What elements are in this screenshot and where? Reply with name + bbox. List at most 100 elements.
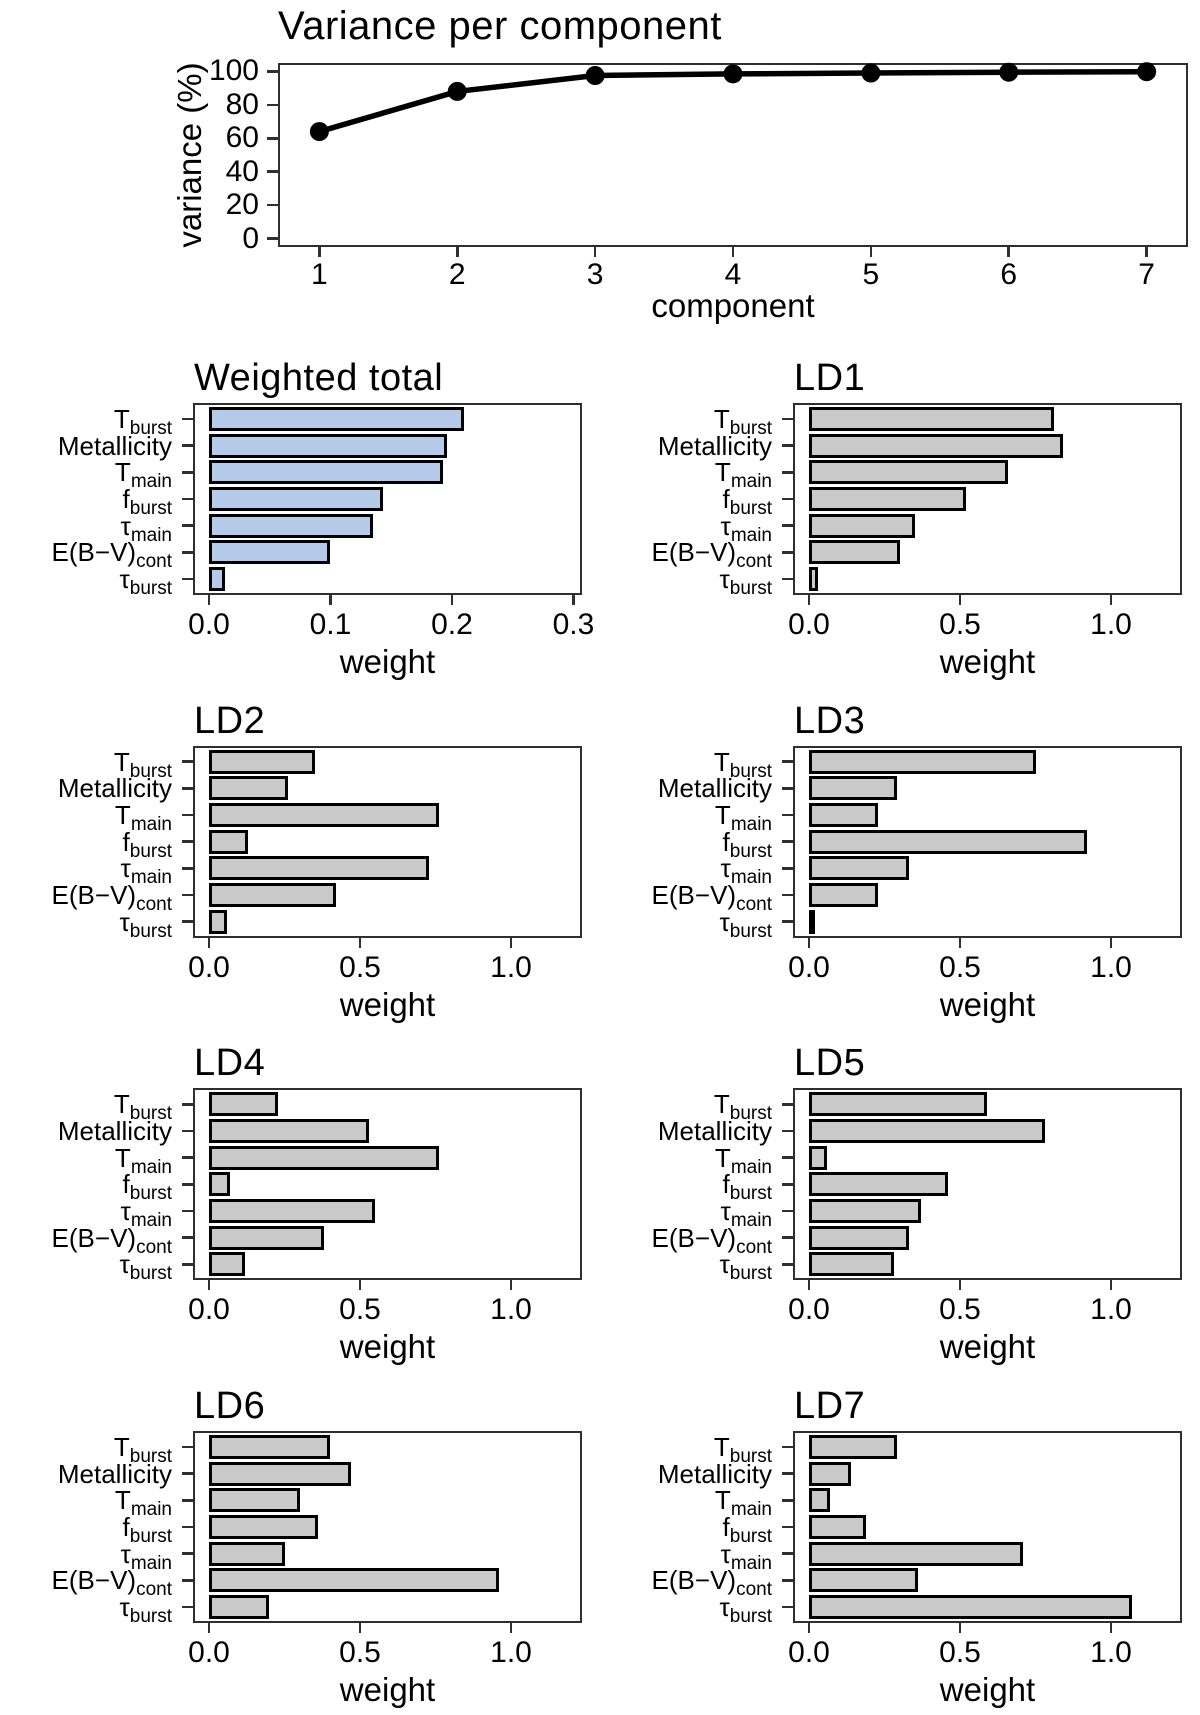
category-tick-mark (782, 1103, 793, 1106)
category-tick-mark (782, 497, 793, 501)
category-tick-mark (182, 1103, 193, 1106)
category-tick-mark (182, 893, 193, 897)
category-tick-mark (182, 1209, 193, 1213)
x-tick-mark (207, 595, 211, 605)
category-label: Tmain (0, 456, 172, 492)
x-tick-mark (593, 247, 597, 257)
category-label-main: T (114, 457, 131, 488)
category-tick-mark (182, 1236, 193, 1239)
category-label-main: f (122, 484, 130, 514)
category-label: τburst (0, 1591, 172, 1627)
category-label-subscript: burst (129, 840, 172, 862)
category-label-main: T (714, 457, 731, 488)
category-tick-mark (182, 920, 193, 923)
category-label-main: T (713, 1432, 730, 1462)
x-tick-label: 1.0 (1090, 608, 1132, 641)
category-tick-mark (782, 1129, 793, 1133)
chart-title: LD1 (794, 357, 866, 399)
bar (209, 776, 288, 801)
x-axis-label: weight (939, 1328, 1036, 1366)
category-label: E(B−V)cont (592, 536, 772, 572)
bar (209, 513, 374, 538)
category-label: τburst (0, 906, 172, 942)
bar (809, 803, 879, 828)
category-label-main: T (114, 1485, 131, 1516)
category-tick-mark (782, 444, 793, 447)
x-tick-mark (807, 1280, 811, 1291)
category-label-subscript: main (730, 1209, 772, 1231)
x-tick-mark (207, 937, 211, 948)
category-tick-mark (782, 1552, 793, 1555)
category-tick-mark (782, 1209, 793, 1213)
category-tick-mark (182, 444, 193, 447)
bar (209, 460, 444, 485)
category-label-main: f (722, 1512, 730, 1542)
category-tick-mark (782, 1499, 793, 1502)
x-tick-label: 0.5 (339, 1636, 381, 1669)
category-label-main: Metallicity (57, 1115, 172, 1146)
category-tick-mark (182, 867, 193, 870)
bar (209, 433, 448, 458)
bar (809, 1568, 918, 1593)
category-label-subscript: burst (129, 1606, 172, 1627)
bar (809, 1252, 894, 1277)
y-tick-label: 100 (208, 54, 259, 88)
category-tick-mark (182, 577, 193, 581)
x-tick-mark (958, 595, 962, 605)
category-label-subscript: main (130, 1499, 172, 1521)
bar (209, 1595, 270, 1619)
category-label-main: T (713, 404, 730, 434)
x-tick-mark (509, 937, 513, 948)
category-label: Metallicity (0, 430, 172, 462)
x-tick-label: 0.0 (788, 950, 830, 984)
category-tick-mark (782, 551, 793, 554)
x-tick-mark (1145, 247, 1148, 257)
category-label: Metallicity (592, 1115, 772, 1147)
x-tick-mark (958, 937, 962, 948)
bar (209, 1541, 285, 1566)
category-tick-mark (782, 1605, 793, 1609)
category-label: Metallicity (0, 1458, 172, 1490)
y-tick-label: 0 (242, 221, 259, 255)
category-label-main: T (714, 1485, 731, 1516)
category-label-main: T (113, 746, 130, 777)
x-tick-mark (958, 1280, 962, 1291)
category-label: τburst (592, 563, 772, 599)
bar (809, 460, 1009, 485)
category-label: Tburst (592, 403, 772, 439)
x-tick-label: 0.0 (188, 1636, 230, 1669)
category-label: Tmain (592, 456, 772, 492)
bar (809, 829, 1087, 854)
category-tick-mark (782, 893, 793, 897)
category-label-main: E(B−V) (51, 1565, 137, 1596)
bar (809, 513, 915, 538)
x-tick-mark (1109, 595, 1113, 605)
bar (209, 540, 331, 565)
category-label-subscript: burst (729, 1103, 772, 1125)
category-label: E(B−V)cont (0, 879, 172, 915)
category-label-subscript: burst (729, 920, 772, 942)
bar (809, 909, 816, 934)
bar (209, 1172, 231, 1197)
category-label-main: τ (719, 1592, 730, 1622)
category-label-subscript: burst (729, 1183, 772, 1205)
category-label-main: f (722, 826, 730, 857)
category-label: fburst (592, 1168, 772, 1204)
x-axis-label: weight (339, 1671, 436, 1708)
category-tick-mark (182, 1183, 193, 1186)
bar (809, 1145, 828, 1170)
y-tick-mark (267, 70, 278, 73)
category-label-main: T (114, 1142, 131, 1173)
category-label-subscript: burst (729, 1526, 772, 1547)
x-tick-mark (1109, 1280, 1113, 1291)
category-tick-mark (782, 1263, 793, 1266)
bar (209, 1198, 376, 1223)
category-tick-mark (782, 760, 793, 763)
category-label-subscript: main (730, 1156, 772, 1178)
category-label-subscript: main (730, 471, 772, 493)
